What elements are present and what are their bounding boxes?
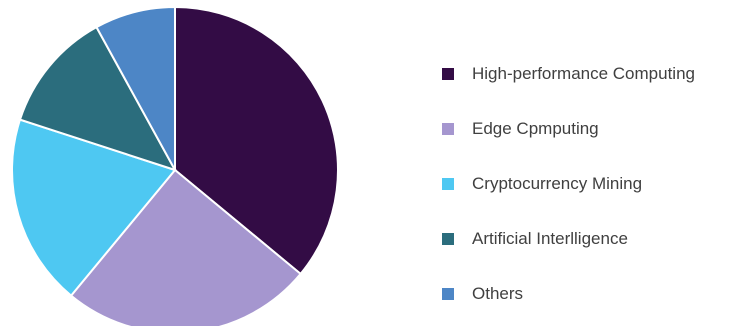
legend-item-artificial-intelligence: Artificial Interlligence	[442, 211, 695, 266]
pie-slice-cryptocurrency-mining	[11, 118, 177, 297]
legend-swatch-high-performance-computing	[442, 67, 454, 80]
legend-label-high-performance-computing: High-performance Computing	[472, 63, 695, 83]
pie-chart	[11, 5, 339, 326]
legend-label-artificial-intelligence: Artificial Interlligence	[472, 228, 628, 248]
legend-swatch-cryptocurrency-mining	[442, 177, 454, 190]
legend-item-high-performance-computing: High-performance Computing	[442, 46, 695, 101]
legend-swatch-artificial-intelligence	[442, 232, 454, 245]
legend-label-others: Others	[472, 283, 524, 303]
pie-slice-edge-cpmputing	[69, 168, 302, 326]
legend-item-edge-computing: Edge Cpmputing	[442, 101, 695, 156]
pie-slice-artificial-interlligence	[18, 25, 178, 172]
pie-slice-others	[95, 5, 176, 171]
legend-label-edge-computing: Edge Cpmputing	[472, 118, 599, 138]
legend-swatch-others	[442, 287, 454, 300]
legend-label-cryptocurrency-mining: Cryptocurrency Mining	[472, 173, 643, 193]
pie-slice-high-performance-computing	[174, 5, 339, 276]
legend-item-others: Others	[442, 266, 695, 321]
legend-swatch-edge-computing	[442, 122, 454, 135]
legend-item-cryptocurrency-mining: Cryptocurrency Mining	[442, 156, 695, 211]
chart-legend: High-performance Computing Edge Cpmputin…	[442, 46, 695, 321]
